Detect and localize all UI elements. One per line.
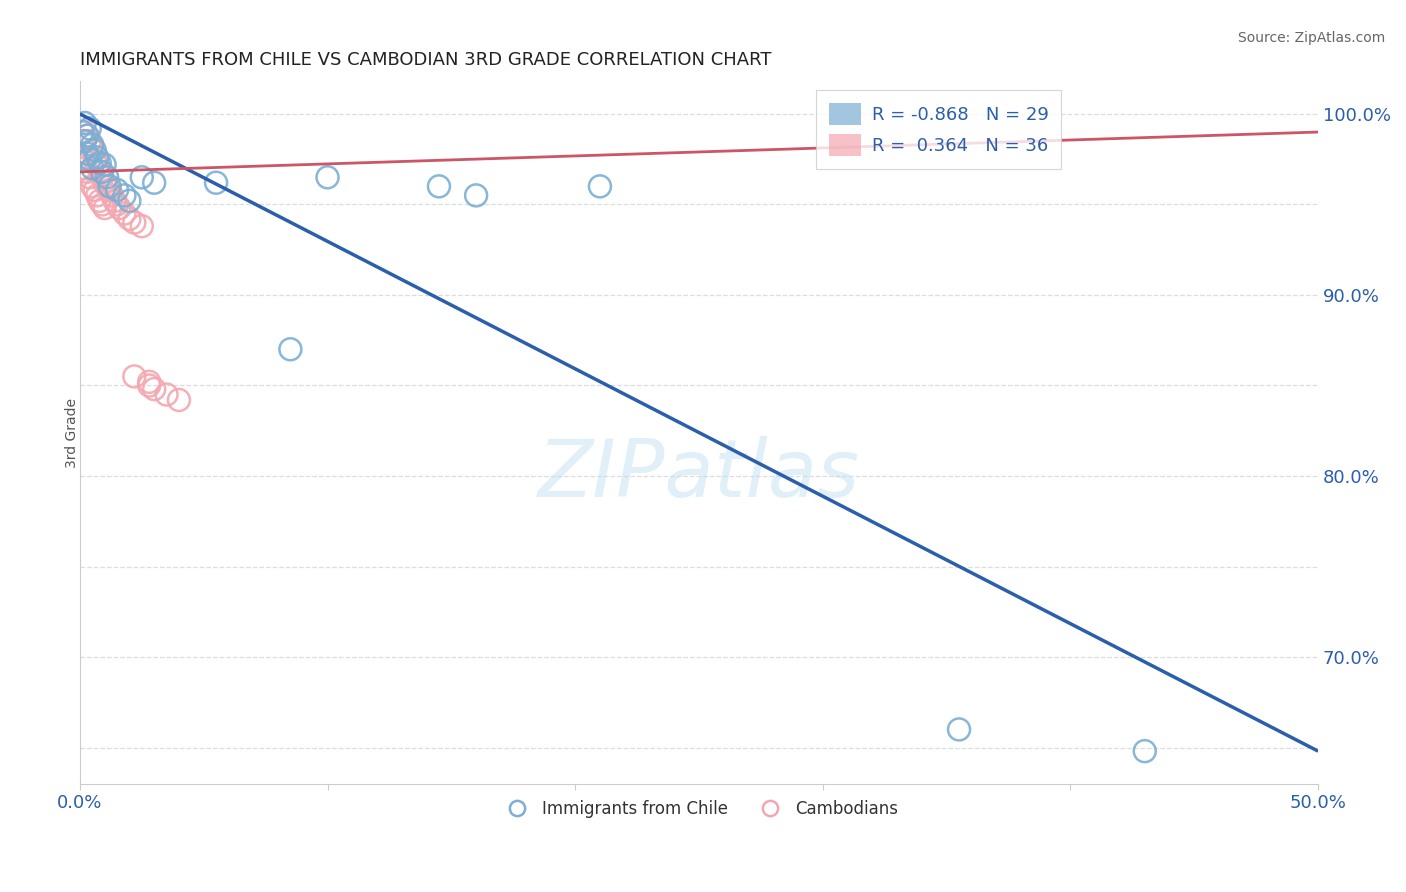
Point xyxy=(131,219,153,234)
Point xyxy=(89,156,111,170)
Point xyxy=(76,128,98,143)
Point xyxy=(143,176,166,190)
Point xyxy=(91,165,114,179)
Point xyxy=(73,116,96,130)
Point xyxy=(79,121,101,136)
Point xyxy=(79,134,101,148)
Text: ZIPatlas: ZIPatlas xyxy=(538,435,860,514)
Point xyxy=(82,179,104,194)
Point xyxy=(93,201,115,215)
Point xyxy=(118,194,141,208)
Point xyxy=(465,188,488,202)
Text: IMMIGRANTS FROM CHILE VS CAMBODIAN 3RD GRADE CORRELATION CHART: IMMIGRANTS FROM CHILE VS CAMBODIAN 3RD G… xyxy=(80,51,772,69)
Point xyxy=(89,194,111,208)
Text: Source: ZipAtlas.com: Source: ZipAtlas.com xyxy=(1237,31,1385,45)
Point xyxy=(82,143,104,157)
Point xyxy=(83,143,105,157)
Point xyxy=(82,161,104,176)
Point xyxy=(79,170,101,185)
Point xyxy=(86,150,108,164)
Point xyxy=(131,170,153,185)
Point xyxy=(143,382,166,396)
Point xyxy=(76,146,98,161)
Point xyxy=(86,188,108,202)
Point xyxy=(138,378,160,392)
Point xyxy=(86,158,108,172)
Point xyxy=(280,343,302,357)
Point xyxy=(98,183,121,197)
Point xyxy=(76,165,98,179)
Point xyxy=(83,152,105,166)
Point xyxy=(167,392,190,407)
Legend: Immigrants from Chile, Cambodians: Immigrants from Chile, Cambodians xyxy=(494,793,904,824)
Point xyxy=(89,165,111,179)
Point xyxy=(316,170,339,185)
Point xyxy=(108,201,131,215)
Point xyxy=(91,197,114,211)
Point xyxy=(96,179,118,194)
Point xyxy=(98,179,121,194)
Point xyxy=(83,183,105,197)
Point xyxy=(114,206,136,220)
Point xyxy=(427,179,450,194)
Point xyxy=(1133,744,1156,758)
Point xyxy=(72,134,94,148)
Point xyxy=(91,170,114,185)
Point xyxy=(93,176,115,190)
Point xyxy=(103,194,125,208)
Point xyxy=(124,369,146,384)
Point xyxy=(79,152,101,166)
Point xyxy=(73,161,96,176)
Point xyxy=(155,387,177,401)
Point xyxy=(118,211,141,226)
Point xyxy=(76,128,98,143)
Point xyxy=(105,197,128,211)
Point xyxy=(73,125,96,139)
Point xyxy=(72,125,94,139)
Point xyxy=(72,152,94,166)
Point xyxy=(589,179,612,194)
Point xyxy=(114,188,136,202)
Point xyxy=(205,176,228,190)
Point xyxy=(948,723,970,737)
Point xyxy=(73,134,96,148)
Point xyxy=(96,170,118,185)
Y-axis label: 3rd Grade: 3rd Grade xyxy=(65,398,79,467)
Point xyxy=(101,188,124,202)
Point xyxy=(82,137,104,152)
Point xyxy=(105,183,128,197)
Point xyxy=(93,158,115,172)
Point xyxy=(124,215,146,229)
Point xyxy=(138,375,160,389)
